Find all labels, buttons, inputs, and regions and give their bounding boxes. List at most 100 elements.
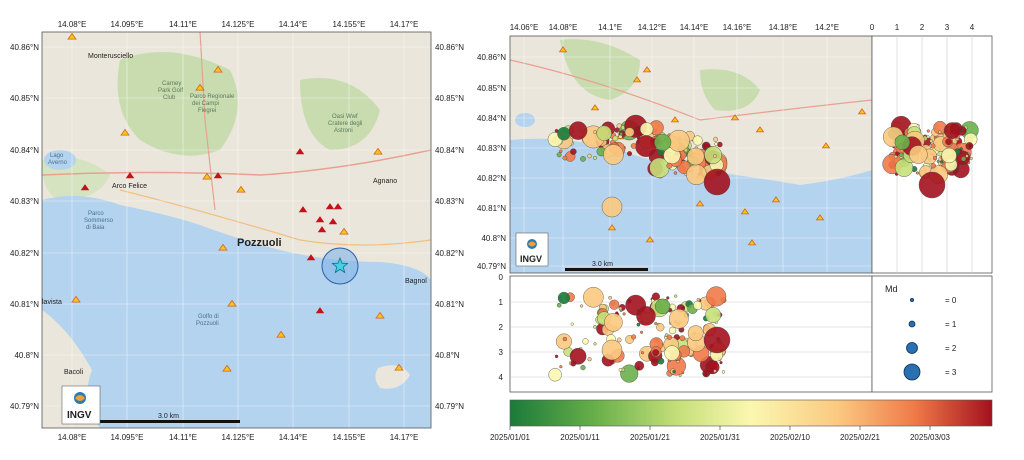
event-bubble	[636, 128, 640, 133]
place-monterusciello: Monterusciello	[88, 53, 133, 60]
seismic-station-icon	[71, 295, 81, 303]
sea-area	[510, 138, 872, 273]
depth-top-ticks: 0 1 2 3 4	[870, 23, 975, 32]
seismic-station-icon	[740, 208, 750, 215]
event-depth-bubble	[696, 297, 701, 302]
right-lon-tick: 14.14°E	[680, 23, 709, 32]
earthquake-event-icon	[295, 148, 305, 155]
left-lat-tick-right: 40.83°N	[435, 197, 464, 206]
event-depth-bubble	[967, 143, 973, 149]
legend-label: = 2	[945, 344, 957, 353]
event-depth-bubble	[930, 163, 936, 169]
right-lat-tick: 40.83°N	[477, 144, 506, 153]
earthquake-event-icon	[213, 172, 223, 179]
left-lon-tick-top: 14.17°E	[390, 20, 419, 29]
depth-top-tick: 0	[870, 23, 875, 32]
right-lat-tick: 40.82°N	[477, 174, 506, 183]
event-depth-bubble	[679, 335, 686, 342]
earthquake-event-icon	[315, 307, 325, 314]
colorbar-label: 2025/01/31	[700, 433, 741, 442]
road	[42, 149, 431, 176]
colorbar-label: 2025/02/21	[840, 433, 881, 442]
event-bubble	[703, 168, 731, 196]
event-depth-bubble	[636, 366, 640, 371]
event-depth-bubble	[668, 326, 677, 335]
left-lat-tick-left: 40.81°N	[10, 300, 39, 309]
colorbar-label: 2025/01/11	[560, 433, 600, 442]
seismic-station-icon	[642, 66, 652, 73]
event-depth-bubble	[656, 323, 665, 332]
depth-lon-events	[548, 286, 731, 383]
left-lat-tick-right: 40.81°N	[435, 300, 464, 309]
event-depth-bubble	[938, 130, 942, 134]
right-lat-tick: 40.8°N	[481, 234, 506, 243]
seismic-station-icon	[632, 76, 642, 83]
seismic-station-icon	[815, 214, 825, 221]
event-depth-bubble	[569, 347, 587, 365]
event-bubble	[557, 127, 571, 141]
left-ingv-logo: INGV	[61, 385, 101, 425]
earthquake-event-icon	[306, 254, 316, 261]
depth-left-tick: 1	[499, 298, 504, 307]
event-depth-bubble	[674, 294, 678, 298]
depth-left-tick: 0	[499, 273, 504, 282]
event-depth-bubble	[943, 122, 961, 139]
vegetation-area	[117, 52, 238, 156]
seismic-station-icon	[120, 128, 130, 136]
place-lago-averno: Lago Averno	[48, 153, 68, 166]
depth-top-tick: 2	[920, 23, 925, 32]
left-lon-tick-bottom: 14.14°E	[279, 433, 308, 442]
event-depth-bubble	[672, 369, 676, 374]
left-map-ticks: 14.08°E 14.08°E 14.095°E 14.095°E 14.11°E 14.…	[10, 20, 464, 442]
event-depth-bubble	[703, 326, 731, 354]
place-oasi: Oasi Wwf Cratere degli Astroni	[328, 114, 362, 134]
lake-averno	[515, 113, 535, 127]
place-parco-campi: Parco Regionale dei Campi Flegrei	[190, 94, 235, 114]
seismic-station-icon	[394, 363, 404, 371]
seismic-station-icon	[375, 311, 385, 319]
event-bubble	[603, 144, 624, 165]
event-depth-bubble	[652, 349, 660, 357]
left-lat-tick-right: 40.79°N	[435, 402, 464, 411]
left-map-frame	[41, 31, 432, 429]
event-depth-bubble	[941, 147, 957, 164]
event-bubble	[559, 149, 563, 154]
event-bubble	[627, 151, 633, 157]
event-bubble	[667, 129, 690, 152]
event-depth-bubble	[703, 371, 709, 377]
event-depth-bubble	[687, 325, 704, 342]
right-lon-tick: 14.06°E	[510, 23, 539, 32]
event-bubble	[580, 156, 586, 162]
seismic-station-icon	[276, 330, 286, 338]
seismic-station-icon	[590, 104, 600, 111]
right-lon-tick: 14.12°E	[638, 23, 667, 32]
depth-left-tick: 4	[499, 373, 504, 382]
left-lon-tick-bottom: 14.155°E	[332, 433, 365, 442]
event-depth-bubble	[893, 155, 898, 159]
left-lon-tick-bottom: 14.11°E	[169, 433, 197, 442]
event-bubble	[570, 148, 577, 155]
earthquake-event-icon	[317, 226, 327, 233]
event-depth-bubble	[593, 325, 597, 329]
legend-size-marker	[908, 320, 916, 328]
right-lon-tick: 14.16°E	[723, 23, 752, 32]
event-bubble	[616, 123, 622, 129]
event-depth-bubble	[593, 342, 597, 346]
seismic-station-icon	[771, 196, 781, 203]
event-depth-bubble	[894, 134, 911, 151]
event-bubble	[619, 132, 623, 136]
event-depth-bubble	[636, 322, 641, 327]
legend-items: = 0 = 1 = 2 = 3	[903, 296, 957, 381]
seismic-station-icon	[67, 32, 77, 40]
right-map-ticks: 14.06°E 14.08°E 14.1°E 14.12°E 14.14°E 14.16°…	[477, 23, 839, 271]
left-lat-tick-left: 40.8°N	[14, 351, 39, 360]
event-depth-bubble	[640, 330, 644, 334]
seismic-station-icon	[236, 185, 246, 193]
event-bubble	[686, 164, 707, 185]
colorbar-label: 2025/01/01	[490, 433, 531, 442]
event-depth-bubble	[583, 287, 604, 308]
event-bubble	[639, 122, 654, 136]
left-lat-tick-right: 40.86°N	[435, 43, 464, 52]
depth-left-tick: 2	[499, 323, 504, 332]
